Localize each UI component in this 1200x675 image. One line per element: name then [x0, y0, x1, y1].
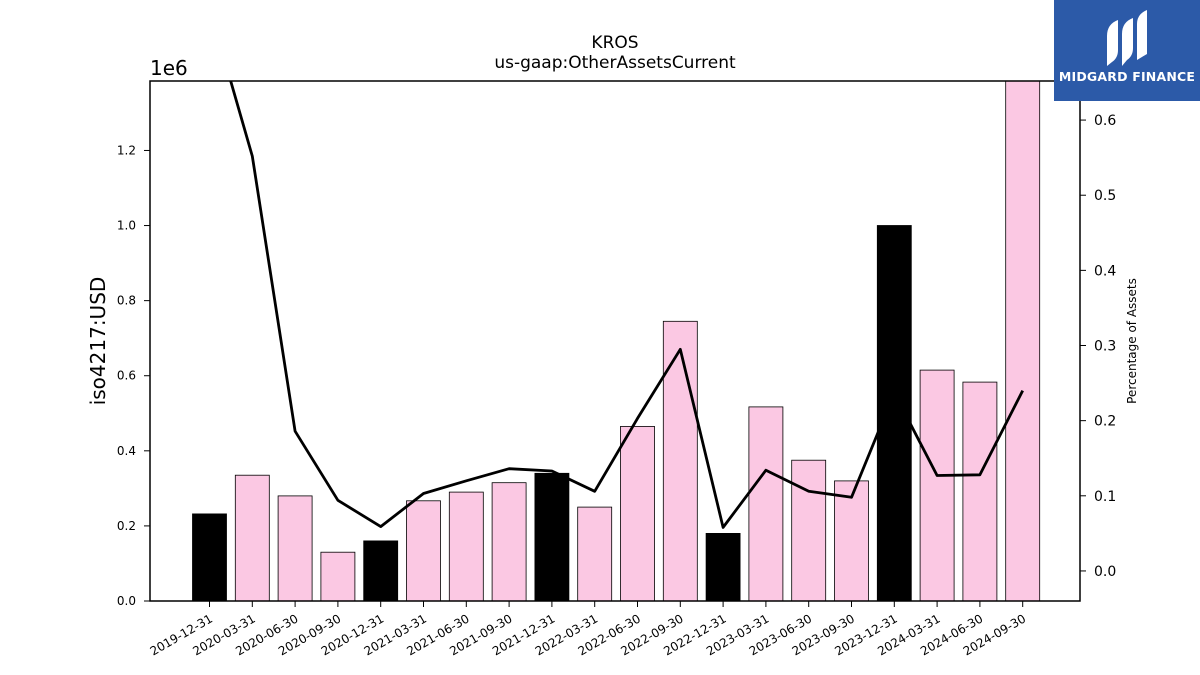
- brand-logo-text: MIDGARD FINANCE: [1058, 69, 1196, 84]
- bar-series: [192, 81, 1041, 601]
- brand-logo: MIDGARD FINANCE: [1054, 0, 1200, 101]
- bar-2023-09-30: [834, 480, 869, 601]
- bar-2019-12-31: [192, 513, 227, 601]
- bar-2020-06-30: [277, 495, 313, 601]
- bar-2022-06-30: [620, 425, 655, 601]
- y-axis-offset-label: 1e6: [150, 56, 188, 80]
- y-tick-label: 0.8: [117, 294, 136, 308]
- bar-2023-06-30: [791, 459, 827, 601]
- y2-axis-label: Percentage of Assets: [1125, 278, 1139, 404]
- bar-2020-03-31: [234, 474, 270, 601]
- bar-2024-03-31: [919, 369, 955, 601]
- bar-2021-06-30: [448, 491, 484, 601]
- y2-axis-ticks: 0.0 0.1 0.2 0.3 0.4 0.5 0.6: [1080, 113, 1116, 580]
- y2-tick-label: 0.6: [1094, 113, 1116, 129]
- bar-2022-03-31: [577, 506, 613, 601]
- y-tick-label: 0.2: [117, 519, 136, 533]
- bar-2021-03-31: [406, 500, 441, 601]
- y2-tick-label: 0.5: [1094, 188, 1116, 204]
- y-tick-label: 1.2: [117, 143, 136, 157]
- y-tick-label: 0.4: [117, 444, 136, 458]
- y-tick-label: 0.0: [117, 594, 136, 608]
- y2-tick-label: 0.0: [1094, 564, 1116, 580]
- bar-2024-09-30: [1005, 81, 1041, 601]
- bar-2021-12-31: [534, 472, 570, 601]
- y-axis-label: iso4217:USD: [86, 277, 110, 406]
- x-axis-ticks: 2019-12-312020-03-312020-06-302020-09-30…: [148, 601, 1028, 658]
- bar-2020-09-30: [320, 551, 356, 601]
- bar-2022-09-30: [662, 320, 698, 601]
- bar-2024-06-30: [962, 381, 998, 601]
- bar-2022-12-31: [705, 533, 741, 601]
- chart-subtitle: us-gaap:OtherAssetsCurrent: [494, 53, 736, 73]
- y-tick-label: 0.6: [117, 369, 136, 383]
- y2-tick-label: 0.4: [1094, 263, 1116, 279]
- bar-2023-03-31: [748, 406, 784, 601]
- percentage-line-series: [229, 81, 1024, 529]
- y-axis-ticks: 0.0 0.2 0.4 0.6 0.8 1.0 1.2: [117, 143, 150, 608]
- plot-frame: [149, 80, 1081, 602]
- chart-title: KROS: [591, 33, 638, 53]
- percentage-line: [229, 81, 1024, 529]
- logo-mark-icon: [1107, 10, 1147, 66]
- bar-2020-12-31: [363, 540, 399, 601]
- y2-tick-label: 0.2: [1094, 414, 1116, 430]
- y2-tick-label: 0.1: [1094, 489, 1116, 505]
- y-tick-label: 1.0: [117, 219, 136, 233]
- y2-tick-label: 0.3: [1094, 339, 1116, 355]
- bar-2021-09-30: [491, 482, 527, 601]
